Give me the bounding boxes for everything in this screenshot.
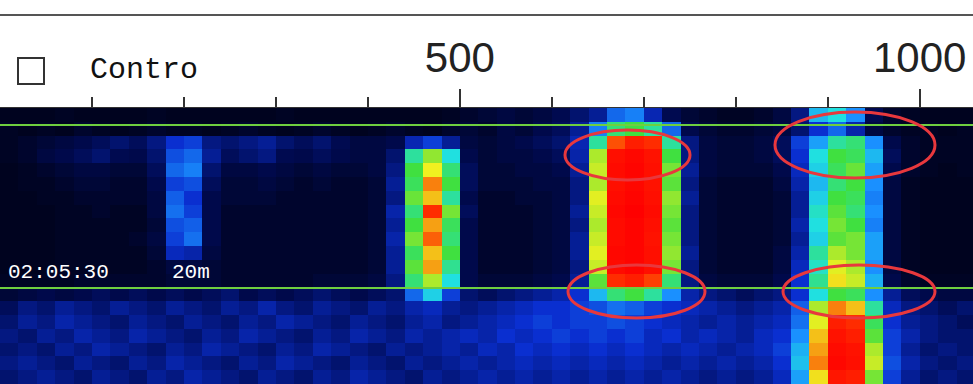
svg-text:500: 500 bbox=[425, 34, 495, 81]
svg-text:20m: 20m bbox=[172, 261, 210, 284]
svg-text:1000: 1000 bbox=[873, 34, 966, 81]
svg-text:Contro: Contro bbox=[90, 53, 198, 87]
svg-text:02:05:30: 02:05:30 bbox=[8, 261, 109, 284]
